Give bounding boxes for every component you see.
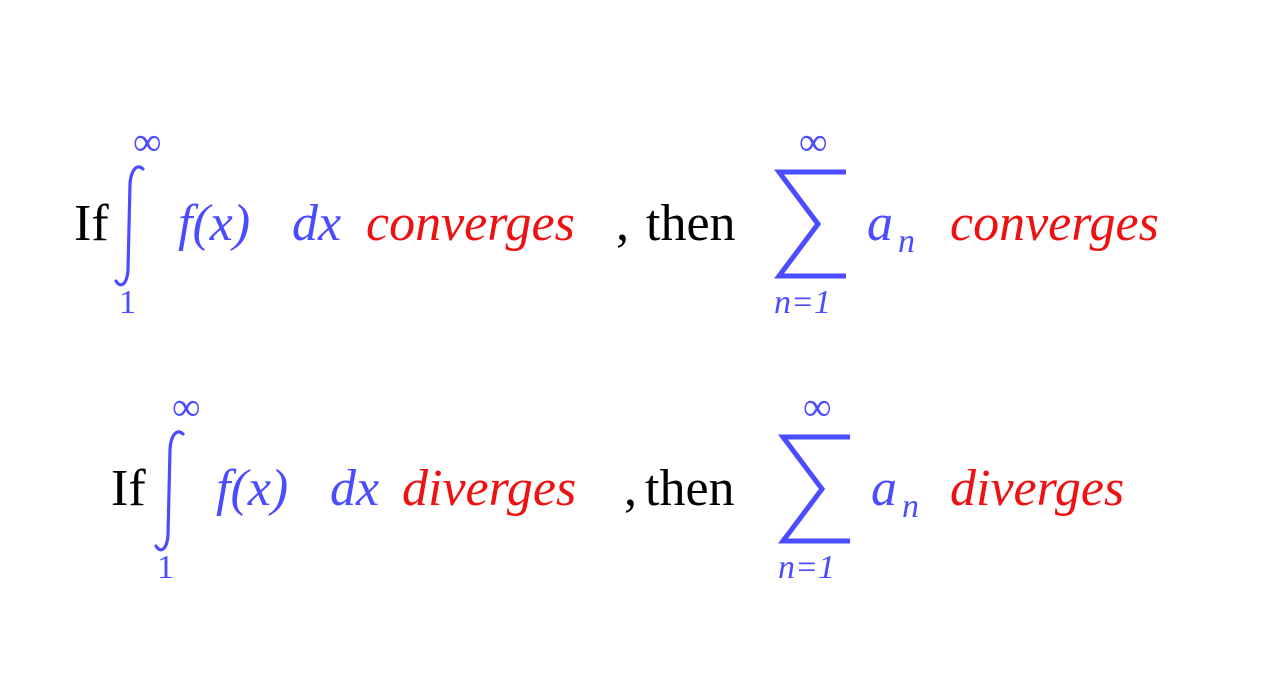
integral-upper-limit: ∞ [172, 384, 201, 429]
integral-lower-limit: 1 [119, 284, 136, 321]
integral-result: converges [366, 195, 575, 252]
differential: dx [292, 195, 342, 252]
statement-converges: If ∞ 1 f(x) dx converges , then ∞ n=1 a … [0, 100, 1280, 340]
summation-sign [774, 169, 846, 279]
integral-lower-limit: 1 [157, 549, 174, 586]
sequence-subscript: n [902, 488, 919, 525]
differential: dx [330, 460, 380, 517]
integral-upper-limit: ∞ [133, 119, 162, 164]
if-word: If [74, 195, 109, 252]
sum-lower-limit: n=1 [774, 284, 831, 321]
sum-upper-limit: ∞ [803, 384, 832, 429]
then-word: then [646, 195, 736, 252]
comma: , [624, 460, 637, 517]
if-word: If [111, 460, 146, 517]
statement-diverges: If ∞ 1 f(x) dx diverges , then ∞ n=1 a n… [0, 365, 1280, 605]
sequence-term: a [871, 460, 897, 517]
integral-sign [154, 430, 185, 552]
sum-lower-limit: n=1 [778, 549, 835, 586]
sequence-subscript: n [898, 223, 915, 260]
sum-upper-limit: ∞ [799, 119, 828, 164]
sequence-term: a [867, 195, 893, 252]
summation-sign [778, 434, 850, 544]
sum-result: diverges [950, 460, 1125, 517]
integral-sign [114, 165, 145, 287]
integrand: f(x) [178, 195, 251, 252]
integrand: f(x) [216, 460, 289, 517]
then-word: then [645, 460, 735, 517]
sum-result: converges [950, 195, 1159, 252]
integral-result: diverges [402, 460, 577, 517]
comma: , [616, 195, 629, 252]
